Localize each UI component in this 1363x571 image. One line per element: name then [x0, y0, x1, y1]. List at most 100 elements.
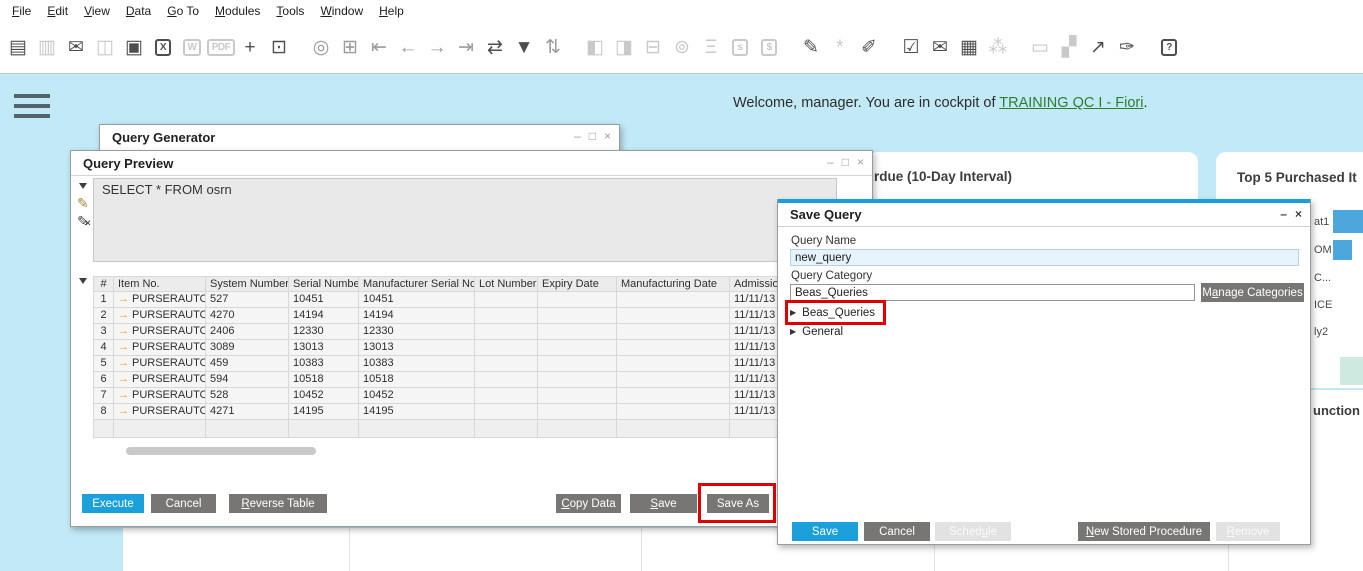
add-record-icon[interactable]: ⊞ [338, 36, 362, 60]
menu-tools[interactable]: Tools [268, 4, 312, 18]
menu-bar: FileEditViewDataGo ToModulesToolsWindowH… [0, 0, 1363, 22]
column-header[interactable]: Lot Number [475, 276, 538, 292]
close-icon[interactable]: × [604, 129, 611, 143]
link-arrow-icon[interactable]: → [118, 389, 129, 401]
sql-statement-box[interactable]: SELECT * FROM osrn [93, 178, 837, 262]
menu-view[interactable]: View [76, 4, 118, 18]
top5-item-label: ICE [1314, 299, 1333, 311]
execute-button[interactable]: Execute [82, 494, 144, 513]
column-header[interactable]: System Number [206, 276, 289, 292]
top5-item: ly2 [1314, 318, 1363, 345]
data-cell [475, 404, 538, 420]
minimize-icon[interactable]: – [574, 129, 581, 143]
menu-edit[interactable]: Edit [39, 4, 76, 18]
collapse-sql-icon[interactable] [79, 183, 87, 189]
link-arrow-icon[interactable]: → [118, 357, 129, 369]
query-category-input[interactable] [790, 284, 1195, 301]
manage-categories-button[interactable]: Manage Categories [1201, 283, 1304, 302]
row-number-cell[interactable]: 6 [93, 372, 114, 388]
maximize-icon[interactable]: □ [589, 129, 596, 143]
close-icon[interactable]: × [1295, 207, 1302, 221]
item-no-value: PURSERAUTO [132, 373, 206, 385]
print-preview-icon[interactable]: ▤ [6, 36, 30, 60]
export-word-icon: W [183, 39, 202, 56]
form-settings-icon[interactable]: ✐ [857, 36, 881, 60]
calendar-icon[interactable]: ▦ [957, 36, 981, 60]
query-name-label: Query Name [791, 235, 856, 247]
menu-go-to[interactable]: Go To [159, 4, 207, 18]
first-record-icon[interactable]: ⇤ [367, 36, 391, 60]
alerts-icon[interactable]: ✉ [928, 36, 952, 60]
row-number-cell[interactable]: 3 [93, 324, 114, 340]
export-excel-icon[interactable]: X [151, 36, 175, 60]
copy-data-button[interactable]: Copy Data [556, 494, 621, 513]
copy-layout-icon[interactable]: ▣ [122, 36, 146, 60]
next-record-icon[interactable]: → [425, 36, 449, 60]
cockpit-link[interactable]: TRAINING QC I - Fiori [999, 95, 1143, 111]
column-header[interactable]: Serial Number [289, 276, 359, 292]
edit-icon[interactable]: ✎ [799, 36, 823, 60]
cancel-button[interactable]: Cancel [151, 494, 216, 513]
approval-status-icon[interactable]: ☑ [899, 36, 923, 60]
tree-expand-icon[interactable]: ▶ [790, 308, 796, 317]
close-icon[interactable]: × [857, 155, 864, 169]
column-header[interactable]: Item No. [114, 276, 206, 292]
tree-item-label: General [802, 326, 843, 338]
external-crm-icon[interactable]: ↗ [1086, 36, 1110, 60]
query-name-input[interactable] [790, 249, 1299, 266]
link-arrow-icon[interactable]: → [118, 373, 129, 385]
lock-screen-icon[interactable]: ⊡ [267, 36, 291, 60]
link-arrow-icon[interactable]: → [118, 405, 129, 417]
menu-file[interactable]: File [4, 4, 39, 18]
row-number-cell[interactable]: 4 [93, 340, 114, 356]
tree-item-general[interactable]: ▶ General [788, 322, 851, 341]
save-button[interactable]: Save [792, 522, 858, 541]
tree-expand-icon[interactable]: ▶ [790, 327, 796, 336]
column-header[interactable]: Manufacturer Serial No. [359, 276, 475, 292]
row-number-cell[interactable]: 2 [93, 308, 114, 324]
last-record-icon[interactable]: ⇥ [454, 36, 478, 60]
column-header[interactable]: Expiry Date [538, 276, 617, 292]
save-as-button[interactable]: Save As [707, 494, 769, 513]
help-icon[interactable]: ? [1157, 36, 1181, 60]
reverse-table-button[interactable]: Reverse Table [229, 494, 327, 513]
row-number-cell[interactable]: 1 [93, 292, 114, 308]
column-header[interactable]: # [93, 276, 114, 292]
user-defined-fields-icon[interactable]: ✑ [1115, 36, 1139, 60]
data-cell [617, 340, 730, 356]
menu-data[interactable]: Data [118, 4, 159, 18]
link-arrow-icon[interactable]: → [118, 309, 129, 321]
minimize-icon[interactable]: – [1280, 207, 1287, 221]
menu-help[interactable]: Help [371, 4, 412, 18]
row-number-cell[interactable]: 8 [93, 404, 114, 420]
tree-item-beas_queries[interactable]: ▶Beas_Queries [788, 303, 883, 322]
new-stored-procedure-button[interactable]: New Stored Procedure [1078, 522, 1210, 541]
refresh-record-icon[interactable]: ⇄ [483, 36, 507, 60]
find-icon[interactable]: ◎ [309, 36, 333, 60]
sort-table-icon[interactable]: ⇅ [541, 36, 565, 60]
menu-modules[interactable]: Modules [207, 4, 268, 18]
save-button[interactable]: Save [630, 494, 697, 513]
collapse-results-icon[interactable] [79, 278, 87, 284]
horizontal-scrollbar[interactable] [126, 447, 316, 455]
previous-record-icon[interactable]: ← [396, 36, 420, 60]
link-arrow-icon[interactable]: → [118, 325, 129, 337]
column-header[interactable]: Manufacturing Date [617, 276, 730, 292]
link-arrow-icon[interactable]: → [118, 293, 129, 305]
edit-sql-icon[interactable]: ✎ [77, 195, 89, 212]
email-icon[interactable]: ✉ [64, 36, 88, 60]
cancel-button[interactable]: Cancel [864, 522, 930, 541]
minimize-icon[interactable]: – [827, 155, 834, 169]
maximize-icon[interactable]: □ [842, 155, 849, 169]
row-number-cell[interactable]: 7 [93, 388, 114, 404]
table-row: 1→PURSERAUTO527104511045111/11/13 [93, 292, 830, 308]
menu-window[interactable]: Window [312, 4, 371, 18]
move-icon[interactable]: + [238, 36, 262, 60]
filter-table-icon[interactable]: ▼ [512, 36, 536, 60]
query-preview-window: Query Preview – □ × ✎ ✎✕ SELECT * FROM o… [70, 150, 873, 527]
application-window: FileEditViewDataGo ToModulesToolsWindowH… [0, 0, 1363, 571]
hamburger-menu-icon[interactable] [14, 94, 50, 124]
link-arrow-icon[interactable]: → [118, 341, 129, 353]
row-number-cell[interactable]: 5 [93, 356, 114, 372]
clear-sql-icon[interactable]: ✎✕ [77, 213, 89, 230]
